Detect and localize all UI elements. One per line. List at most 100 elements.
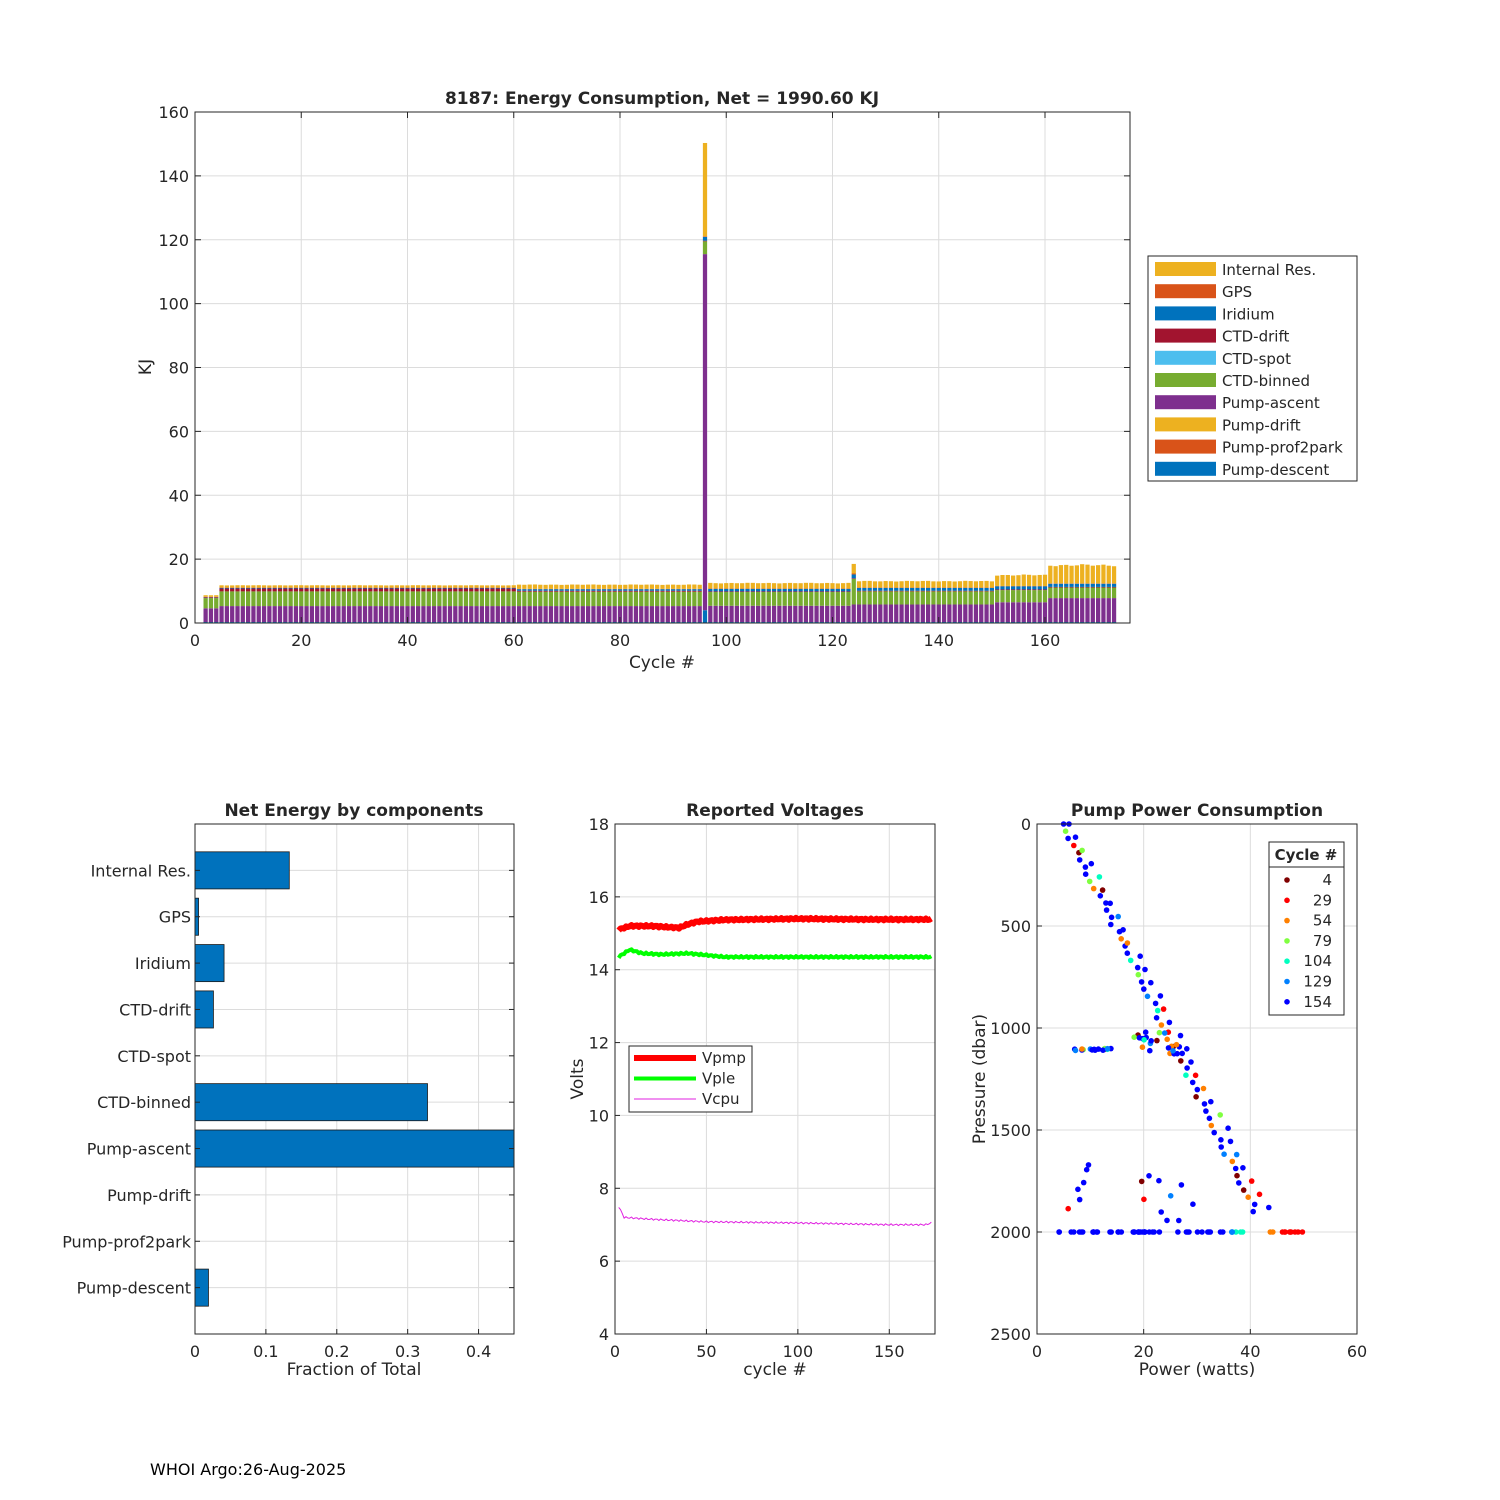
energy-bar-segment bbox=[734, 588, 739, 592]
pump-power-point bbox=[1164, 1036, 1170, 1043]
energy-bar-segment bbox=[511, 588, 516, 592]
energy-bar-segment bbox=[671, 590, 676, 592]
pump-power-point bbox=[1131, 1034, 1137, 1040]
energy-bar-segment bbox=[787, 588, 793, 592]
energy-bar-segment bbox=[516, 606, 522, 623]
energy-bar-segment bbox=[474, 606, 479, 623]
energy-bar-segment bbox=[1032, 602, 1037, 623]
energy-bar-segment bbox=[963, 580, 968, 588]
energy-bar-segment bbox=[766, 591, 771, 593]
pump-power-point bbox=[1065, 1205, 1071, 1212]
energy-bar-segment bbox=[288, 588, 293, 592]
energy-bar-segment bbox=[1069, 583, 1074, 587]
pump-power-point bbox=[1139, 1044, 1146, 1050]
voltages-ticks: 0 50 100 150 4 6 8 10 12 14 16 18 bbox=[589, 815, 905, 1361]
energy-bar-segment bbox=[825, 582, 830, 589]
energy-bar-segment bbox=[362, 587, 368, 589]
energy-bar-segment bbox=[320, 606, 325, 623]
energy-bar-segment bbox=[442, 585, 447, 588]
energy-bar-segment bbox=[607, 584, 612, 589]
energy-bar-segment bbox=[564, 606, 569, 623]
voltages-y-tick-label: 14 bbox=[589, 961, 609, 980]
components-category-label: CTD-drift bbox=[119, 1000, 191, 1019]
energy-bar-segment bbox=[527, 591, 532, 607]
energy-legend-label: Pump-ascent bbox=[1222, 394, 1320, 412]
energy-bar-segment bbox=[708, 588, 713, 592]
energy-bar-segment bbox=[1106, 565, 1111, 584]
energy-bar-segment bbox=[453, 591, 458, 607]
energy-bar-segment bbox=[904, 590, 909, 592]
pump-power-x-tick-label: 0 bbox=[1032, 1342, 1042, 1361]
energy-bar-segment bbox=[1032, 586, 1037, 590]
energy-bar-segment bbox=[485, 588, 490, 592]
energy-bar-segment bbox=[591, 584, 596, 589]
energy-bar-segment bbox=[1090, 587, 1095, 599]
energy-bar-segment bbox=[570, 589, 575, 591]
energy-bar-segment bbox=[341, 587, 346, 589]
voltages-y-tick-label: 8 bbox=[599, 1179, 609, 1198]
pump-power-point bbox=[1218, 1144, 1224, 1150]
energy-bar-segment bbox=[963, 587, 968, 591]
energy-bar-segment bbox=[612, 590, 617, 592]
energy-bar-segment bbox=[633, 591, 639, 607]
energy-bar-segment bbox=[230, 587, 235, 589]
energy-bar-segment bbox=[586, 584, 591, 589]
energy-bar-segment bbox=[771, 592, 777, 606]
energy-bar-segment bbox=[437, 606, 442, 623]
pump-power-point bbox=[1080, 1179, 1087, 1186]
energy-bar-segment bbox=[697, 590, 702, 592]
energy-bar-segment bbox=[686, 591, 692, 607]
energy-bar-segment bbox=[288, 591, 293, 607]
energy-bar-segment bbox=[431, 606, 437, 623]
energy-bar-segment bbox=[1048, 583, 1053, 587]
energy-bar-segment bbox=[633, 584, 639, 589]
energy-bar-segment bbox=[1000, 602, 1005, 623]
energy-bar-segment bbox=[623, 591, 628, 607]
pump-power-point bbox=[1071, 1229, 1077, 1235]
energy-bar-segment bbox=[750, 592, 755, 606]
pump-power-chart-title: Pump Power Consumption bbox=[1071, 801, 1323, 821]
energy-bar-segment bbox=[1042, 589, 1048, 591]
energy-bar-segment bbox=[352, 587, 357, 589]
energy-bar-segment bbox=[782, 605, 787, 623]
pump-power-point bbox=[1178, 1058, 1184, 1064]
energy-bar-segment bbox=[516, 589, 522, 591]
energy-bar-segment bbox=[702, 236, 708, 241]
energy-bar-segment bbox=[750, 588, 755, 592]
energy-bar-segment bbox=[766, 592, 771, 606]
energy-bar-segment bbox=[1021, 574, 1026, 586]
energy-bar-segment bbox=[713, 583, 718, 589]
energy-bar-segment bbox=[219, 588, 224, 592]
energy-bar-segment bbox=[740, 591, 745, 593]
energy-bar-segment bbox=[405, 588, 410, 592]
energy-bar-segment bbox=[1042, 586, 1048, 590]
energy-bar-segment bbox=[856, 591, 862, 605]
energy-legend-label: Pump-drift bbox=[1222, 416, 1301, 434]
energy-bar-segment bbox=[453, 588, 458, 592]
energy-legend-swatch bbox=[1155, 328, 1216, 343]
energy-bar-segment bbox=[878, 581, 883, 588]
pump-power-point bbox=[1183, 1072, 1189, 1078]
voltages-y-tick-label: 10 bbox=[589, 1106, 609, 1125]
energy-bar-segment bbox=[984, 587, 989, 591]
energy-bar-segment bbox=[819, 605, 824, 623]
energy-bar-segment bbox=[623, 590, 628, 592]
energy-legend-label: Pump-prof2park bbox=[1222, 439, 1343, 457]
energy-bar-segment bbox=[495, 587, 500, 589]
pump-power-point bbox=[1090, 1229, 1097, 1235]
energy-bar-segment bbox=[809, 591, 814, 593]
pump-power-point bbox=[1233, 1151, 1240, 1158]
energy-bar-segment bbox=[543, 584, 548, 589]
energy-bar-segment bbox=[724, 605, 729, 623]
energy-bar-segment bbox=[256, 591, 261, 607]
energy-bar-segment bbox=[554, 591, 559, 607]
energy-bar-segment bbox=[421, 585, 426, 588]
energy-bar-segment bbox=[1058, 565, 1064, 584]
energy-bar-segment bbox=[575, 590, 580, 592]
pump-power-point bbox=[1118, 1229, 1125, 1235]
energy-y-tick-label: 0 bbox=[179, 614, 189, 633]
energy-bar-segment bbox=[331, 587, 336, 589]
energy-bar-segment bbox=[1064, 598, 1069, 623]
pump-power-point bbox=[1240, 1165, 1246, 1171]
energy-bar-segment bbox=[1026, 589, 1032, 591]
